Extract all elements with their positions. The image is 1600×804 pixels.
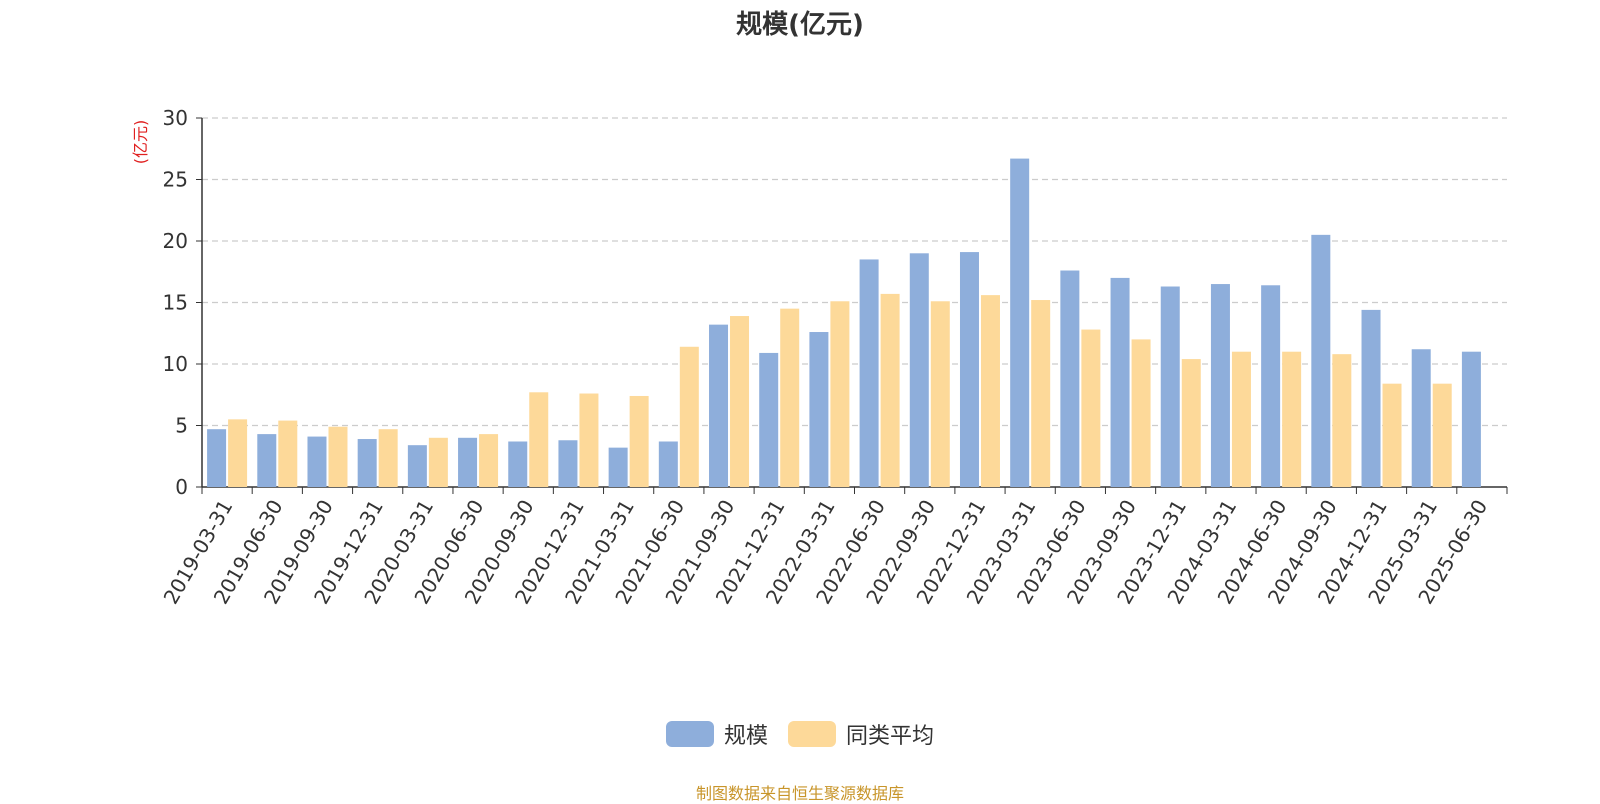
y-tick-label: 5 bbox=[175, 414, 188, 438]
bar-peer-average bbox=[378, 429, 398, 487]
bar-peer-average bbox=[1231, 351, 1251, 487]
bar-scale bbox=[207, 429, 227, 487]
bar-peer-average bbox=[278, 420, 298, 487]
chart-title: 规模(亿元) bbox=[736, 10, 864, 40]
bar-peer-average bbox=[328, 426, 348, 487]
y-tick-label: 25 bbox=[163, 168, 188, 192]
bar-scale bbox=[1110, 277, 1130, 487]
bar-scale bbox=[558, 440, 578, 487]
bar-scale bbox=[1311, 234, 1331, 487]
legend-label-scale: 规模 bbox=[723, 724, 768, 749]
bar-scale bbox=[1261, 285, 1281, 487]
bar-scale bbox=[709, 324, 729, 487]
bar-scale bbox=[357, 439, 377, 487]
bar-peer-average bbox=[930, 301, 950, 487]
y-tick-label: 15 bbox=[163, 291, 188, 315]
bar-scale bbox=[1010, 158, 1030, 487]
bar-peer-average bbox=[428, 437, 448, 487]
bar-peer-average bbox=[579, 393, 599, 487]
bar-scale bbox=[759, 352, 779, 487]
bar-peer-average bbox=[1432, 383, 1452, 487]
bar-peer-average bbox=[980, 295, 1000, 487]
bar-scale bbox=[1361, 309, 1381, 487]
bar-peer-average bbox=[780, 308, 800, 487]
legend-swatch-peer-average bbox=[788, 721, 836, 747]
legend-item-peer-average[interactable]: 同类平均 bbox=[788, 718, 934, 750]
bar-peer-average bbox=[1282, 351, 1302, 487]
bar-scale bbox=[608, 447, 628, 487]
legend-item-scale[interactable]: 规模 bbox=[665, 718, 768, 750]
bar-scale bbox=[909, 253, 929, 487]
bar-peer-average bbox=[730, 316, 750, 487]
bar-scale bbox=[257, 434, 277, 487]
bar-peer-average bbox=[880, 293, 900, 487]
bar-peer-average bbox=[1382, 383, 1402, 487]
bar-peer-average bbox=[679, 346, 699, 487]
y-axis-label: (亿元) bbox=[131, 120, 150, 165]
bar-scale bbox=[1461, 351, 1481, 487]
bar-scale bbox=[809, 332, 829, 487]
bar-peer-average bbox=[1131, 339, 1151, 487]
bar-peer-average bbox=[629, 395, 649, 487]
y-tick-label: 20 bbox=[163, 229, 188, 253]
data-source-note: 制图数据来自恒生聚源数据库 bbox=[695, 784, 904, 803]
bar-peer-average bbox=[228, 419, 248, 487]
bar-scale bbox=[508, 441, 528, 487]
bar-peer-average bbox=[1031, 300, 1051, 487]
y-tick-label: 10 bbox=[163, 352, 188, 376]
bar-scale bbox=[307, 436, 327, 487]
bar-scale bbox=[1210, 284, 1230, 487]
bar-scale bbox=[407, 445, 427, 487]
bar-scale bbox=[859, 259, 879, 487]
y-tick-label: 30 bbox=[163, 106, 188, 130]
bar-peer-average bbox=[529, 392, 549, 487]
bar-scale bbox=[959, 252, 979, 487]
bar-peer-average bbox=[479, 434, 499, 487]
bar-peer-average bbox=[830, 301, 850, 487]
bar-scale bbox=[458, 437, 478, 487]
bar-peer-average bbox=[1332, 354, 1352, 487]
legend-swatch-scale bbox=[665, 721, 714, 747]
bar-scale bbox=[658, 441, 678, 487]
bar-peer-average bbox=[1081, 329, 1101, 487]
legend-label-peer-average: 同类平均 bbox=[846, 724, 935, 749]
y-tick-label: 0 bbox=[175, 475, 188, 499]
bar-scale bbox=[1060, 270, 1080, 487]
bar-scale bbox=[1411, 349, 1431, 487]
legend: 规模 同类平均 bbox=[0, 718, 1600, 750]
bar-peer-average bbox=[1181, 359, 1201, 487]
bar-scale bbox=[1160, 286, 1180, 487]
